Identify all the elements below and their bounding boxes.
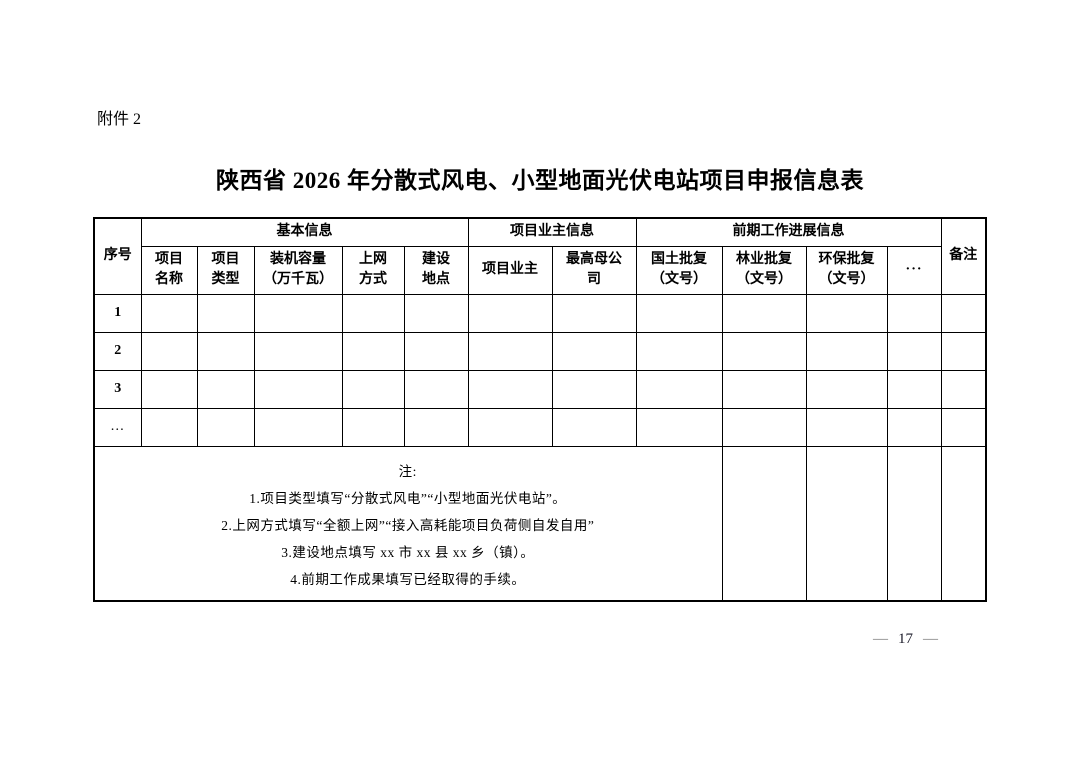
page-number-dash-left: —: [873, 631, 888, 647]
row-serial-ellipsis: …: [93, 407, 142, 447]
empty-cell: [635, 293, 723, 333]
empty-cell: [886, 445, 942, 602]
empty-cell: [403, 293, 469, 333]
header-group-progress-info: 前期工作进展信息: [635, 217, 942, 247]
row-serial: 3: [93, 369, 142, 409]
empty-cell: [140, 331, 198, 371]
empty-cell: [467, 293, 553, 333]
empty-cell: [805, 369, 888, 409]
empty-cell: [140, 293, 198, 333]
group-header-row: 序号 基本信息 项目业主信息 前期工作进展信息 备注: [93, 217, 987, 295]
table-row-ellipsis: …: [93, 407, 987, 447]
empty-cell: [551, 369, 637, 409]
header-grid-mode: 上网 方式: [341, 245, 405, 295]
empty-cell: [341, 369, 405, 409]
empty-cell: [886, 331, 942, 371]
empty-cell: [341, 407, 405, 447]
header-project-owner: 项目业主: [467, 245, 553, 295]
notes-row: 注: 1.项目类型填写“分散式风电”“小型地面光伏电站”。 2.上网方式填写“全…: [93, 445, 987, 602]
empty-cell: [253, 331, 343, 371]
sub-header-row: 项目 名称 项目 类型 装机容量 （万千瓦） 上网 方式 建设 地点 项目业主 …: [94, 245, 986, 295]
notes-label: 注:: [398, 464, 417, 480]
empty-cell: [721, 293, 807, 333]
empty-cell: [196, 331, 255, 371]
empty-cell: [196, 369, 255, 409]
note-item-4: 4.前期工作成果填写已经取得的手续。: [290, 572, 526, 588]
header-installed-capacity: 装机容量 （万千瓦）: [253, 245, 343, 295]
empty-cell: [940, 445, 987, 602]
note-item-2: 2.上网方式填写“全额上网”“接入高耗能项目负荷侧自发自用”: [221, 518, 595, 534]
header-more-ellipsis: ···: [886, 245, 942, 295]
empty-cell: [805, 293, 888, 333]
empty-cell: [140, 407, 198, 447]
empty-cell: [140, 369, 198, 409]
note-item-3: 3.建设地点填写 xx 市 xx 县 xx 乡（镇）。: [281, 545, 535, 561]
empty-cell: [253, 293, 343, 333]
header-environment-approval: 环保批复 （文号）: [805, 245, 888, 295]
row-serial: 2: [93, 331, 142, 371]
empty-cell: [940, 407, 987, 447]
empty-cell: [721, 445, 807, 602]
empty-cell: [551, 331, 637, 371]
header-project-type: 项目 类型: [196, 245, 255, 295]
header-project-name: 项目 名称: [140, 245, 198, 295]
header-serial: 序号: [93, 217, 142, 295]
page-number-dash-right: —: [923, 631, 938, 647]
header-land-approval: 国土批复 （文号）: [635, 245, 723, 295]
empty-cell: [805, 331, 888, 371]
table-row-3: 3: [93, 369, 987, 409]
header-remarks: 备注: [940, 217, 987, 295]
table-row-2: 2: [93, 331, 987, 371]
empty-cell: [635, 407, 723, 447]
empty-cell: [253, 407, 343, 447]
empty-cell: [940, 369, 987, 409]
empty-cell: [635, 331, 723, 371]
empty-cell: [341, 293, 405, 333]
empty-cell: [721, 407, 807, 447]
empty-cell: [196, 407, 255, 447]
empty-cell: [551, 407, 637, 447]
empty-cell: [721, 369, 807, 409]
empty-cell: [253, 369, 343, 409]
note-item-1: 1.项目类型填写“分散式风电”“小型地面光伏电站”。: [249, 491, 567, 507]
empty-cell: [551, 293, 637, 333]
page-title: 陕西省 2026 年分散式风电、小型地面光伏电站项目申报信息表: [216, 168, 864, 193]
table-row-1: 1: [93, 293, 987, 333]
empty-cell: [467, 407, 553, 447]
empty-cell: [467, 331, 553, 371]
empty-cell: [403, 369, 469, 409]
empty-cell: [886, 407, 942, 447]
empty-cell: [403, 407, 469, 447]
header-parent-company: 最高母公 司: [551, 245, 637, 295]
header-group-owner-info: 项目业主信息: [467, 217, 637, 247]
empty-cell: [940, 293, 987, 333]
empty-cell: [635, 369, 723, 409]
row-serial: 1: [93, 293, 142, 333]
header-forestry-approval: 林业批复 （文号）: [721, 245, 807, 295]
empty-cell: [467, 369, 553, 409]
page-number: — 17 —: [873, 631, 938, 648]
empty-cell: [403, 331, 469, 371]
empty-cell: [721, 331, 807, 371]
empty-cell: [805, 407, 888, 447]
empty-cell: [886, 369, 942, 409]
attachment-label: 附件 2: [97, 111, 142, 128]
empty-cell: [341, 331, 405, 371]
notes-cell: 注: 1.项目类型填写“分散式风电”“小型地面光伏电站”。 2.上网方式填写“全…: [93, 445, 723, 602]
empty-cell: [196, 293, 255, 333]
header-construction-site: 建设 地点: [403, 245, 469, 295]
page-number-value: 17: [898, 631, 913, 647]
header-group-basic-info: 基本信息: [140, 217, 469, 247]
empty-cell: [886, 293, 942, 333]
empty-cell: [805, 445, 888, 602]
empty-cell: [940, 331, 987, 371]
application-info-table: 序号 基本信息 项目业主信息 前期工作进展信息 备注 项目 名称 项目 类型 装…: [93, 217, 988, 602]
